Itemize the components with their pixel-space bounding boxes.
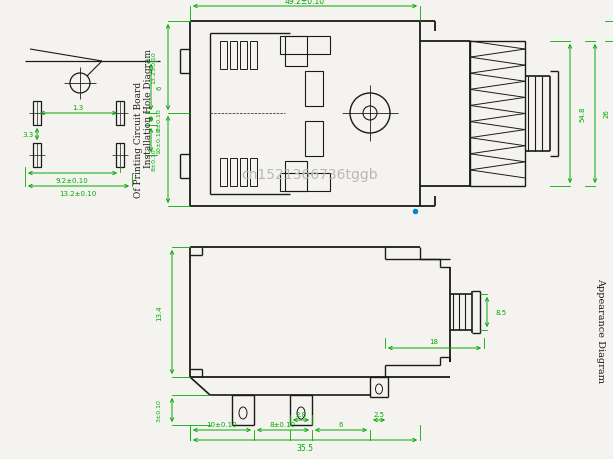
Bar [305,72,323,107]
Text: Of Printing Circuit Board: Of Printing Circuit Board [134,82,142,198]
Text: 8.5: 8.5 [495,309,506,315]
Bar [116,102,124,126]
Text: 8±0.10: 8±0.10 [151,148,156,171]
Bar [240,42,247,70]
Text: 10±0.10: 10±0.10 [156,128,161,154]
Bar [230,159,237,187]
Text: 13.2±0.10: 13.2±0.10 [59,190,97,196]
Text: 3±0.10: 3±0.10 [156,399,161,421]
Bar [116,144,124,168]
Text: 2.8: 2.8 [295,411,306,417]
Text: 8±0.10: 8±0.10 [270,421,296,427]
Text: 2.5: 2.5 [373,411,384,417]
Bar [220,159,227,187]
Bar [285,37,307,67]
Bar [250,42,257,70]
Text: 54.8: 54.8 [579,106,585,122]
Text: 13.4: 13.4 [156,304,162,320]
Bar [285,162,307,191]
Bar [240,159,247,187]
Bar [470,42,525,187]
Bar [33,144,41,168]
Bar [230,42,237,70]
Text: 18: 18 [430,338,438,344]
Text: 26: 26 [604,109,610,118]
Text: 3.3: 3.3 [23,132,34,138]
Text: 9.2±0.10: 9.2±0.10 [56,178,88,184]
Bar [33,102,41,126]
Bar [280,37,330,55]
Text: 6: 6 [339,421,343,427]
Bar [305,122,323,157]
Text: 6: 6 [156,85,162,90]
Text: 8±0.10: 8±0.10 [156,108,161,131]
Text: 1.3: 1.3 [72,105,83,111]
Text: 10±0.10: 10±0.10 [207,421,237,427]
Text: Appearance Diagram: Appearance Diagram [596,277,606,382]
Text: cn1521366736tggb: cn1521366736tggb [242,168,378,182]
Text: 13.2±0.10: 13.2±0.10 [151,51,156,84]
Text: 49.2±0.10: 49.2±0.10 [285,0,325,6]
Text: 35.5: 35.5 [297,443,313,453]
Bar [220,42,227,70]
Text: Installation Hole Diagram: Installation Hole Diagram [143,48,153,167]
Bar [280,174,330,191]
Bar [250,159,257,187]
